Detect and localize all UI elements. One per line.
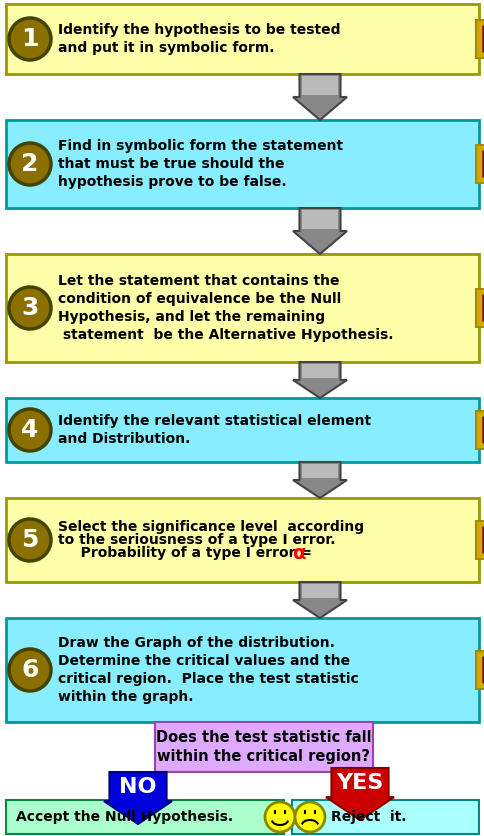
FancyBboxPatch shape — [6, 618, 478, 722]
FancyBboxPatch shape — [475, 521, 484, 559]
FancyBboxPatch shape — [475, 411, 484, 449]
Ellipse shape — [9, 18, 51, 60]
Text: Does the test statistic fall
within the critical region?: Does the test statistic fall within the … — [156, 730, 371, 764]
Text: 5: 5 — [21, 528, 39, 552]
FancyBboxPatch shape — [6, 800, 284, 834]
Polygon shape — [482, 26, 484, 52]
FancyBboxPatch shape — [475, 651, 484, 689]
Text: Select the significance level  according: Select the significance level according — [58, 519, 363, 533]
Ellipse shape — [9, 519, 51, 561]
Polygon shape — [325, 768, 393, 820]
Polygon shape — [292, 208, 346, 254]
Polygon shape — [482, 527, 484, 553]
Ellipse shape — [9, 409, 51, 451]
Polygon shape — [302, 584, 337, 598]
Polygon shape — [292, 362, 346, 398]
Polygon shape — [482, 151, 484, 177]
FancyBboxPatch shape — [6, 4, 478, 74]
Polygon shape — [302, 464, 337, 478]
Ellipse shape — [9, 287, 51, 329]
FancyBboxPatch shape — [6, 398, 478, 462]
Text: NO: NO — [119, 777, 156, 797]
Polygon shape — [302, 76, 337, 95]
Polygon shape — [104, 772, 172, 824]
Text: 4: 4 — [21, 418, 39, 442]
FancyBboxPatch shape — [155, 722, 372, 772]
Text: to the seriousness of a type I error.: to the seriousness of a type I error. — [58, 533, 335, 547]
Polygon shape — [302, 210, 337, 229]
Text: Probability of a type I error =: Probability of a type I error = — [66, 547, 316, 560]
Polygon shape — [292, 582, 346, 618]
Polygon shape — [302, 364, 337, 378]
Ellipse shape — [9, 649, 51, 691]
Text: Draw the Graph of the distribution.
Determine the critical values and the
critic: Draw the Graph of the distribution. Dete… — [58, 636, 358, 704]
Ellipse shape — [264, 802, 294, 832]
Ellipse shape — [9, 143, 51, 185]
Text: 6: 6 — [21, 658, 39, 682]
Polygon shape — [482, 657, 484, 683]
FancyBboxPatch shape — [475, 289, 484, 327]
Text: 1: 1 — [21, 27, 39, 51]
Text: Identify the hypothesis to be tested
and put it in symbolic form.: Identify the hypothesis to be tested and… — [58, 23, 340, 55]
Polygon shape — [482, 295, 484, 321]
Polygon shape — [292, 462, 346, 498]
FancyBboxPatch shape — [475, 145, 484, 183]
FancyBboxPatch shape — [291, 800, 478, 834]
Text: Accept the Null Hypothesis.: Accept the Null Hypothesis. — [16, 810, 233, 824]
FancyBboxPatch shape — [6, 498, 478, 582]
Text: YES: YES — [336, 772, 383, 793]
Polygon shape — [482, 417, 484, 443]
Text: α: α — [293, 544, 306, 563]
Polygon shape — [292, 74, 346, 120]
Ellipse shape — [294, 802, 324, 832]
FancyBboxPatch shape — [6, 254, 478, 362]
Text: 3: 3 — [21, 296, 39, 320]
FancyBboxPatch shape — [6, 120, 478, 208]
FancyBboxPatch shape — [475, 20, 484, 58]
Text: 2: 2 — [21, 152, 39, 176]
Text: Find in symbolic form the statement
that must be true should the
hypothesis prov: Find in symbolic form the statement that… — [58, 139, 342, 189]
Text: Reject  it.: Reject it. — [330, 810, 406, 824]
Text: Identify the relevant statistical element
and Distribution.: Identify the relevant statistical elemen… — [58, 414, 370, 446]
Text: Let the statement that contains the
condition of equivalence be the Null
Hypothe: Let the statement that contains the cond… — [58, 274, 393, 342]
